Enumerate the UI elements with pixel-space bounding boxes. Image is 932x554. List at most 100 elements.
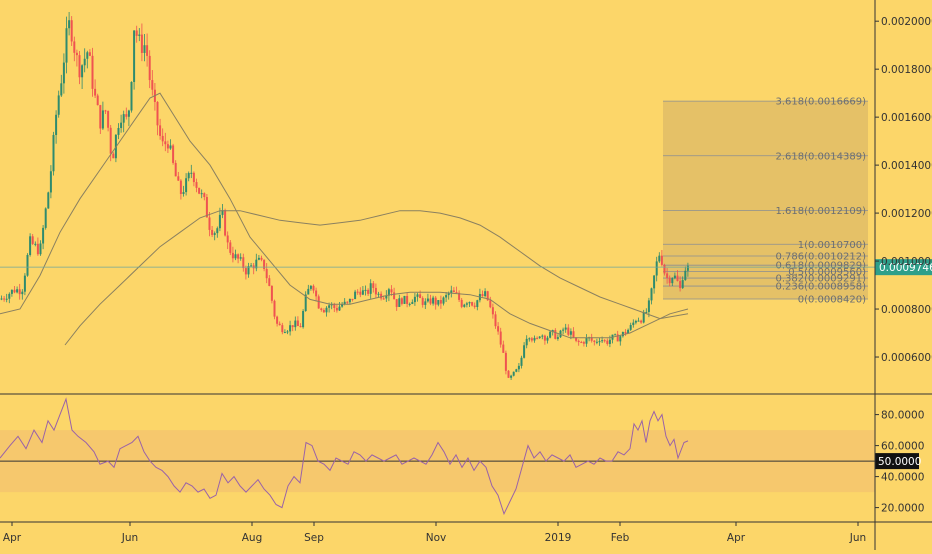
fib-level-label: 2.618(0.0014389) xyxy=(775,151,866,162)
candle-down xyxy=(146,45,149,56)
candle-up xyxy=(681,280,684,289)
candle-down xyxy=(499,331,502,345)
candle-up xyxy=(520,357,523,366)
candle-up xyxy=(608,339,611,344)
candle-down xyxy=(18,289,21,295)
candle-down xyxy=(582,342,585,344)
candle-down xyxy=(419,294,422,299)
candle-down xyxy=(575,337,578,341)
candle-up xyxy=(187,173,190,179)
candle-down xyxy=(265,268,268,279)
candle-up xyxy=(127,110,130,117)
candle-down xyxy=(179,180,182,195)
candle-down xyxy=(107,111,110,128)
candle-up xyxy=(307,288,310,295)
candle-down xyxy=(13,289,16,293)
candle-down xyxy=(211,229,214,235)
candle-down xyxy=(296,320,299,327)
candle-down xyxy=(166,144,169,149)
candle-up xyxy=(416,294,419,297)
candle-up xyxy=(684,270,687,281)
candle-down xyxy=(359,291,362,295)
candle-up xyxy=(445,295,448,298)
candle-down xyxy=(335,307,338,311)
fib-level-label: 0.5(0.0009560) xyxy=(788,267,866,278)
candle-up xyxy=(523,345,526,358)
candle-up xyxy=(595,341,598,343)
candle-down xyxy=(151,80,154,90)
candle-down xyxy=(172,145,175,163)
candle-up xyxy=(57,95,60,115)
rsi-tick-label: 60.0000 xyxy=(881,441,924,453)
candle-down xyxy=(192,172,195,183)
candle-up xyxy=(0,298,3,300)
candle-down xyxy=(530,338,533,341)
fib-level-label: 1.618(0.0012109) xyxy=(775,206,866,217)
rsi-tick-label: 80.0000 xyxy=(881,410,924,422)
candle-up xyxy=(120,122,123,129)
candle-up xyxy=(408,303,411,305)
candle-down xyxy=(663,264,666,274)
rsi-pane xyxy=(0,397,875,516)
candle-up xyxy=(510,375,513,378)
candle-down xyxy=(174,162,177,177)
candle-up xyxy=(447,293,450,296)
candle-up xyxy=(601,340,604,342)
candle-up xyxy=(330,304,333,306)
candle-down xyxy=(400,298,403,304)
candle-up xyxy=(302,311,305,328)
candle-up xyxy=(432,297,435,304)
candle-up xyxy=(190,172,193,174)
candle-down xyxy=(668,277,671,284)
candle-down xyxy=(231,252,234,259)
candle-up xyxy=(528,338,531,340)
candle-up xyxy=(247,266,250,275)
candle-up xyxy=(515,369,518,372)
candle-down xyxy=(315,290,318,297)
candle-up xyxy=(29,236,32,255)
candle-up xyxy=(60,83,63,96)
candle-down xyxy=(164,141,167,145)
time-tick-label: Aug xyxy=(242,532,263,544)
candle-down xyxy=(312,285,315,291)
candle-up xyxy=(364,289,367,291)
candle-down xyxy=(276,316,279,324)
candle-up xyxy=(385,295,388,299)
candle-down xyxy=(455,292,458,294)
candle-down xyxy=(75,52,78,56)
candle-up xyxy=(5,298,8,300)
candle-down xyxy=(244,268,247,275)
candle-down xyxy=(666,273,669,278)
candle-up xyxy=(686,265,689,271)
candle-up xyxy=(645,311,648,313)
candle-down xyxy=(346,301,349,303)
candle-down xyxy=(229,242,232,253)
candle-down xyxy=(73,41,76,53)
candle-down xyxy=(660,255,663,265)
candle-down xyxy=(278,323,281,326)
candle-up xyxy=(343,301,346,305)
candle-down xyxy=(380,293,383,299)
fib-zone xyxy=(663,101,868,299)
candle-up xyxy=(525,338,528,346)
candle-up xyxy=(216,228,219,234)
candle-down xyxy=(273,300,276,317)
candle-up xyxy=(234,254,237,259)
candle-down xyxy=(208,217,211,230)
candle-up xyxy=(218,214,221,229)
candle-down xyxy=(577,340,580,343)
rsi-line xyxy=(0,397,689,516)
candle-up xyxy=(283,332,286,334)
candle-up xyxy=(47,192,50,209)
candle-down xyxy=(356,291,359,293)
candle-up xyxy=(200,193,203,195)
fib-level-label: 0.618(0.0009829) xyxy=(775,261,866,272)
time-tick-label: 2019 xyxy=(545,532,572,544)
candle-up xyxy=(68,20,71,29)
